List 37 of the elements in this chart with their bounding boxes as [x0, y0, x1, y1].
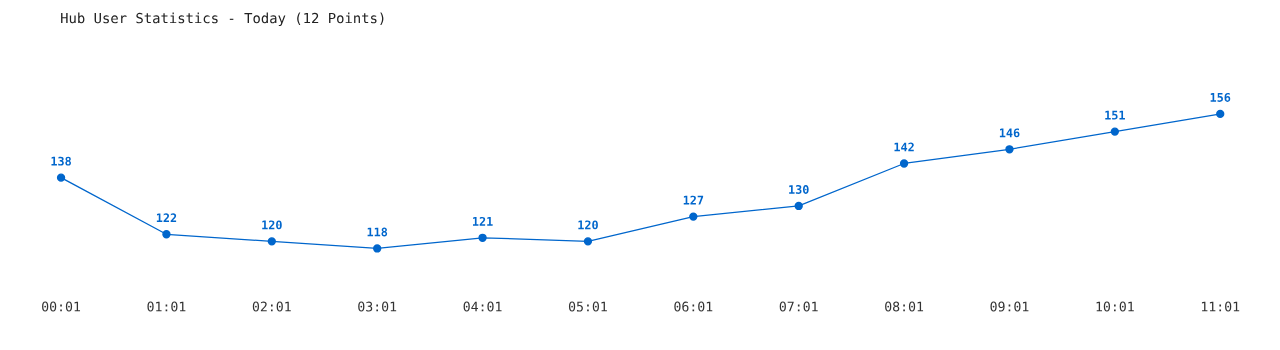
- x-tick-label: 09:01: [990, 301, 1029, 312]
- data-label: 151: [1105, 110, 1125, 120]
- point: [1110, 127, 1120, 136]
- point: [689, 212, 698, 221]
- x-tick-label: 01:01: [147, 301, 186, 312]
- chart-title: Hub User Statistics - Today (12 Points): [61, 12, 384, 27]
- data-label: 127: [683, 195, 704, 205]
- point: [478, 233, 487, 242]
- point: [583, 237, 593, 246]
- x-tick-label: 07:01: [779, 301, 818, 312]
- x-tick-label: 05:01: [568, 301, 607, 312]
- data-label: 138: [51, 156, 71, 166]
- point: [1216, 109, 1225, 119]
- point: [1005, 145, 1014, 154]
- x-tick-label: 11:01: [1201, 301, 1240, 312]
- data-label: 118: [367, 227, 388, 237]
- x-tick-label: 03:01: [358, 301, 397, 312]
- x-tick-label: 02:01: [252, 301, 291, 312]
- x-tick-label: 04:01: [463, 301, 502, 312]
- point: [899, 159, 909, 168]
- data-label: 146: [999, 128, 1020, 138]
- x-tick-label: 00:01: [42, 301, 81, 312]
- x-tick-label: 08:01: [885, 301, 924, 312]
- data-label: 121: [472, 216, 493, 226]
- point: [162, 230, 171, 239]
- point: [373, 244, 382, 253]
- point: [794, 201, 803, 211]
- data-label: 122: [156, 213, 177, 223]
- data-label: 120: [578, 220, 598, 230]
- x-tick-label: 06:01: [674, 301, 713, 312]
- point: [267, 237, 276, 246]
- data-label: 142: [894, 142, 914, 152]
- point: [56, 173, 66, 182]
- data-label: 130: [789, 185, 809, 194]
- data-label: 120: [262, 220, 282, 230]
- x-tick-label: 10:01: [1096, 301, 1134, 312]
- data-label: 156: [1210, 92, 1231, 102]
